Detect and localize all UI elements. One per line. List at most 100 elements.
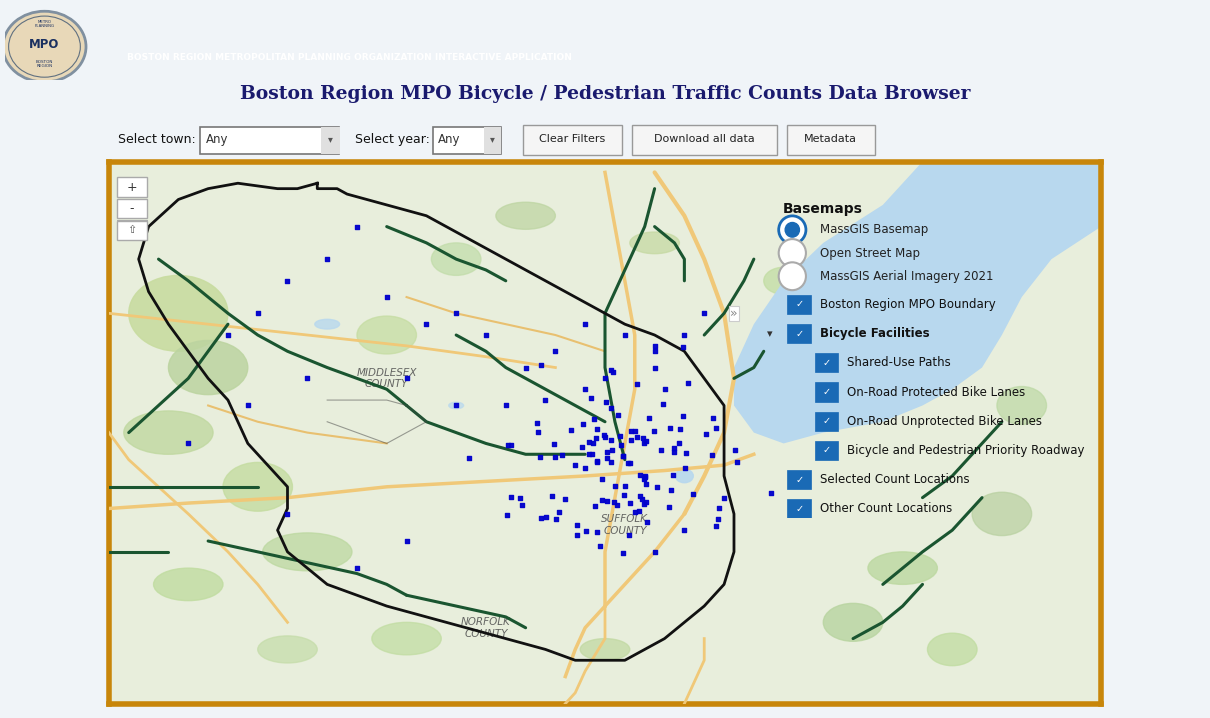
Text: MIDDLESEX
COUNTY: MIDDLESEX COUNTY xyxy=(357,368,417,389)
Point xyxy=(714,492,733,503)
Point xyxy=(607,499,627,510)
Point xyxy=(598,495,617,506)
Point xyxy=(703,449,722,461)
FancyBboxPatch shape xyxy=(816,353,839,373)
FancyBboxPatch shape xyxy=(321,127,340,154)
Point xyxy=(515,362,535,373)
Point xyxy=(618,457,638,469)
Point xyxy=(613,450,633,462)
Ellipse shape xyxy=(581,638,629,661)
Point xyxy=(707,422,726,434)
Text: Boston Region MPO Bicycle / Pedestrian Traffic Counts Data Browser: Boston Region MPO Bicycle / Pedestrian T… xyxy=(240,85,970,103)
Text: Basemaps: Basemaps xyxy=(783,202,863,215)
Point xyxy=(347,221,367,233)
Point xyxy=(675,524,695,536)
FancyBboxPatch shape xyxy=(816,411,839,431)
Point xyxy=(584,414,604,425)
Point xyxy=(635,437,655,449)
Point xyxy=(630,490,650,502)
FancyBboxPatch shape xyxy=(523,125,622,155)
Point xyxy=(633,493,652,504)
Point xyxy=(629,505,649,517)
Point xyxy=(633,432,652,444)
Point xyxy=(598,447,617,458)
Point xyxy=(659,422,679,434)
Point xyxy=(636,479,656,490)
Point xyxy=(531,513,551,524)
Ellipse shape xyxy=(154,568,223,601)
Text: Other Count Locations: Other Count Locations xyxy=(820,503,952,516)
FancyBboxPatch shape xyxy=(484,127,501,154)
Text: BOSTON REGION METROPOLITAN PLANNING ORGANIZATION INTERACTIVE APPLICATION: BOSTON REGION METROPOLITAN PLANNING ORGA… xyxy=(127,53,572,62)
Text: +: + xyxy=(126,180,137,194)
Point xyxy=(659,502,679,513)
Text: -: - xyxy=(129,202,134,215)
Text: NORFOLK
COUNTY: NORFOLK COUNTY xyxy=(461,617,511,638)
Text: ▾: ▾ xyxy=(490,134,495,144)
Point xyxy=(695,307,714,319)
Point xyxy=(609,409,628,421)
FancyBboxPatch shape xyxy=(788,324,811,343)
FancyBboxPatch shape xyxy=(788,499,811,518)
Point xyxy=(636,496,656,508)
Text: Boston Region MPO Boundary: Boston Region MPO Boundary xyxy=(820,298,996,311)
Ellipse shape xyxy=(630,232,680,253)
Point xyxy=(675,330,695,341)
Text: On-Road Protected Bike Lanes: On-Road Protected Bike Lanes xyxy=(847,386,1026,398)
Circle shape xyxy=(779,239,806,267)
FancyBboxPatch shape xyxy=(632,125,777,155)
Text: Bicycle and Pedestrian Priority Roadway: Bicycle and Pedestrian Priority Roadway xyxy=(847,444,1085,457)
Point xyxy=(179,438,198,449)
Point xyxy=(546,452,565,463)
Point xyxy=(601,364,621,376)
Point xyxy=(613,450,633,462)
Point xyxy=(601,434,621,445)
Point xyxy=(592,495,611,506)
Point xyxy=(542,490,561,502)
Text: ✓: ✓ xyxy=(823,416,831,426)
Text: BOSTON
REGION: BOSTON REGION xyxy=(36,60,53,68)
FancyBboxPatch shape xyxy=(816,383,839,401)
Text: Metadata: Metadata xyxy=(805,134,857,144)
Point xyxy=(684,488,703,500)
Polygon shape xyxy=(983,162,1101,205)
Text: On-Road Unprotected Bike Lanes: On-Road Unprotected Bike Lanes xyxy=(847,415,1043,428)
Text: Any: Any xyxy=(438,133,461,146)
Text: MassGIS Basemap: MassGIS Basemap xyxy=(820,223,928,236)
Point xyxy=(639,412,658,424)
Point xyxy=(726,444,745,456)
Point xyxy=(544,439,564,450)
Point xyxy=(630,470,650,481)
Point xyxy=(598,453,617,465)
Point xyxy=(673,342,692,353)
Point xyxy=(709,503,728,514)
Ellipse shape xyxy=(431,243,480,276)
Text: ✓: ✓ xyxy=(795,299,803,309)
Point xyxy=(634,473,653,485)
Point xyxy=(705,520,725,531)
Point xyxy=(615,330,634,341)
Point xyxy=(501,491,520,503)
Point xyxy=(546,345,565,357)
Ellipse shape xyxy=(823,603,883,641)
Point xyxy=(561,424,581,436)
Text: METRO
PLANNING: METRO PLANNING xyxy=(34,20,54,28)
FancyBboxPatch shape xyxy=(788,295,811,314)
Text: Select town:: Select town: xyxy=(119,133,196,146)
Point xyxy=(647,481,667,493)
Point xyxy=(397,373,416,384)
Point xyxy=(565,459,584,470)
Point xyxy=(511,492,530,503)
Point xyxy=(567,529,587,541)
Point xyxy=(635,470,655,482)
Text: Clear Filters: Clear Filters xyxy=(540,134,605,144)
Text: ✓: ✓ xyxy=(823,445,831,455)
Point xyxy=(611,430,630,442)
Point xyxy=(583,437,603,449)
Point xyxy=(460,452,479,463)
Point xyxy=(664,443,684,454)
FancyBboxPatch shape xyxy=(117,199,146,218)
Text: ✓: ✓ xyxy=(795,504,803,514)
Point xyxy=(587,457,606,468)
Point xyxy=(615,489,634,500)
